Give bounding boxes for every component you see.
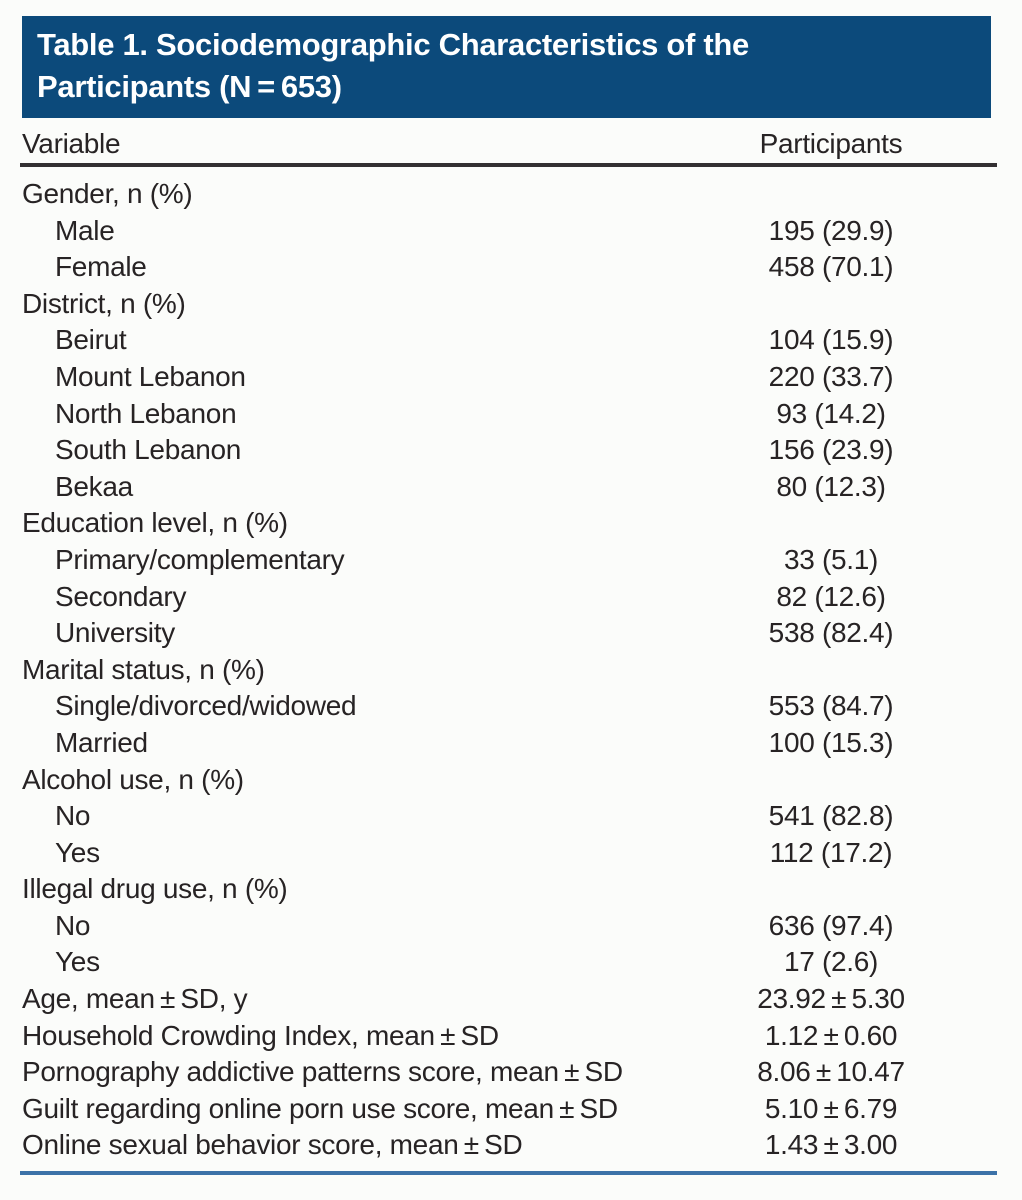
row-value: 541 (82.8): [768, 800, 894, 832]
row-value: 553 (84.7): [768, 690, 894, 722]
row-value: 220 (33.7): [768, 360, 894, 392]
table-row: Married 100 (15.3): [22, 725, 991, 762]
row-label: Secondary: [55, 580, 187, 612]
table-body: Gender, n (%) Male 195 (29.9) Female 458…: [22, 176, 991, 1164]
row-label: Pornography addictive patterns score, me…: [22, 1056, 623, 1088]
table-row: Mount Lebanon 220 (33.7): [22, 359, 991, 396]
row-value: 93 (14.2): [776, 397, 886, 429]
table-row: Guilt regarding online porn use score, m…: [22, 1091, 991, 1128]
row-label: Guilt regarding online porn use score, m…: [22, 1092, 618, 1124]
row-label: North Lebanon: [55, 397, 237, 429]
row-label: Gender, n (%): [22, 178, 193, 209]
table-row: Male 195 (29.9): [22, 213, 991, 250]
table-row: No 636 (97.4): [22, 908, 991, 945]
row-label: Married: [55, 726, 148, 758]
row-value: 80 (12.3): [776, 470, 886, 502]
table-row: North Lebanon 93 (14.2): [22, 396, 991, 433]
table-row: Yes 17 (2.6): [22, 944, 991, 981]
table-row: Single/divorced/widowed 553 (84.7): [22, 688, 991, 725]
table-row: Yes 112 (17.2): [22, 835, 991, 872]
row-value: [711, 176, 951, 213]
table-row: Pornography addictive patterns score, me…: [22, 1054, 991, 1091]
table-row: District, n (%): [22, 286, 991, 323]
row-value: 195 (29.9): [768, 214, 894, 246]
row-value: 100 (15.3): [768, 726, 894, 758]
row-value: [711, 871, 951, 908]
table-row: Secondary 82 (12.6): [22, 579, 991, 616]
row-label: Beirut: [55, 324, 127, 356]
column-header-variable: Variable: [22, 128, 121, 159]
row-value: 112 (17.2): [769, 836, 893, 868]
bottom-rule: [20, 1171, 997, 1175]
table-row: Beirut 104 (15.9): [22, 322, 991, 359]
row-label: Male: [55, 214, 115, 246]
row-label: Household Crowding Index, mean ± SD: [22, 1019, 499, 1051]
table-title: Table 1. Sociodemographic Characteristic…: [37, 27, 749, 104]
table-row: Female 458 (70.1): [22, 249, 991, 286]
table-row: Bekaa 80 (12.3): [22, 469, 991, 506]
table-row: Education level, n (%): [22, 505, 991, 542]
row-label: Mount Lebanon: [55, 360, 246, 392]
table-row: Primary/complementary 33 (5.1): [22, 542, 991, 579]
row-value: [711, 652, 951, 689]
row-value: 104 (15.9): [768, 324, 894, 356]
table-row: Marital status, n (%): [22, 652, 991, 689]
row-label: Online sexual behavior score, mean ± SD: [22, 1129, 523, 1161]
row-label: Female: [55, 251, 147, 283]
row-label: South Lebanon: [55, 434, 242, 466]
row-value: 156 (23.9): [768, 434, 894, 466]
row-value: 82 (12.6): [776, 580, 886, 612]
row-label: No: [55, 800, 91, 832]
table-row: Age, mean ± SD, y 23.92 ± 5.30: [22, 981, 991, 1018]
row-label: Yes: [55, 946, 100, 978]
row-value: 17 (2.6): [783, 946, 879, 978]
table-row: Illegal drug use, n (%): [22, 871, 991, 908]
table-row: Household Crowding Index, mean ± SD 1.12…: [22, 1018, 991, 1055]
header-rule: [20, 163, 997, 167]
row-value: 538 (82.4): [768, 617, 894, 649]
row-value: 636 (97.4): [768, 909, 894, 941]
row-label: District, n (%): [22, 287, 186, 319]
row-value: [711, 286, 951, 323]
table-row: South Lebanon 156 (23.9): [22, 432, 991, 469]
table-row: Online sexual behavior score, mean ± SD …: [22, 1127, 991, 1164]
row-label: Primary/complementary: [55, 543, 345, 575]
row-value: 5.10 ± 6.79: [764, 1092, 898, 1124]
row-label: Yes: [55, 836, 100, 868]
row-value: [711, 505, 951, 542]
table-row: Alcohol use, n (%): [22, 762, 991, 799]
table-row: Gender, n (%): [22, 176, 991, 213]
row-value: 1.43 ± 3.00: [764, 1129, 898, 1161]
row-value: 1.12 ± 0.60: [764, 1019, 898, 1051]
row-value: [711, 762, 951, 799]
row-label: Single/divorced/widowed: [55, 690, 357, 722]
row-label: Education level, n (%): [22, 507, 288, 539]
row-label: Marital status, n (%): [22, 653, 265, 685]
row-label: Illegal drug use, n (%): [22, 873, 288, 905]
row-label: University: [55, 617, 175, 649]
row-value: 458 (70.1): [768, 251, 894, 283]
column-header-participants: Participants: [759, 128, 903, 159]
row-label: No: [55, 909, 91, 941]
row-label: Bekaa: [55, 470, 133, 502]
row-value: 8.06 ± 10.47: [757, 1056, 905, 1088]
column-header-row: Variable Participants: [22, 127, 991, 161]
row-label: Age, mean ± SD, y: [22, 983, 248, 1015]
row-value: 33 (5.1): [783, 543, 879, 575]
row-value: 23.92 ± 5.30: [757, 983, 905, 1015]
table-row: University 538 (82.4): [22, 615, 991, 652]
row-label: Alcohol use, n (%): [22, 763, 244, 795]
table-title-bar: Table 1. Sociodemographic Characteristic…: [22, 16, 991, 118]
table-row: No 541 (82.8): [22, 798, 991, 835]
